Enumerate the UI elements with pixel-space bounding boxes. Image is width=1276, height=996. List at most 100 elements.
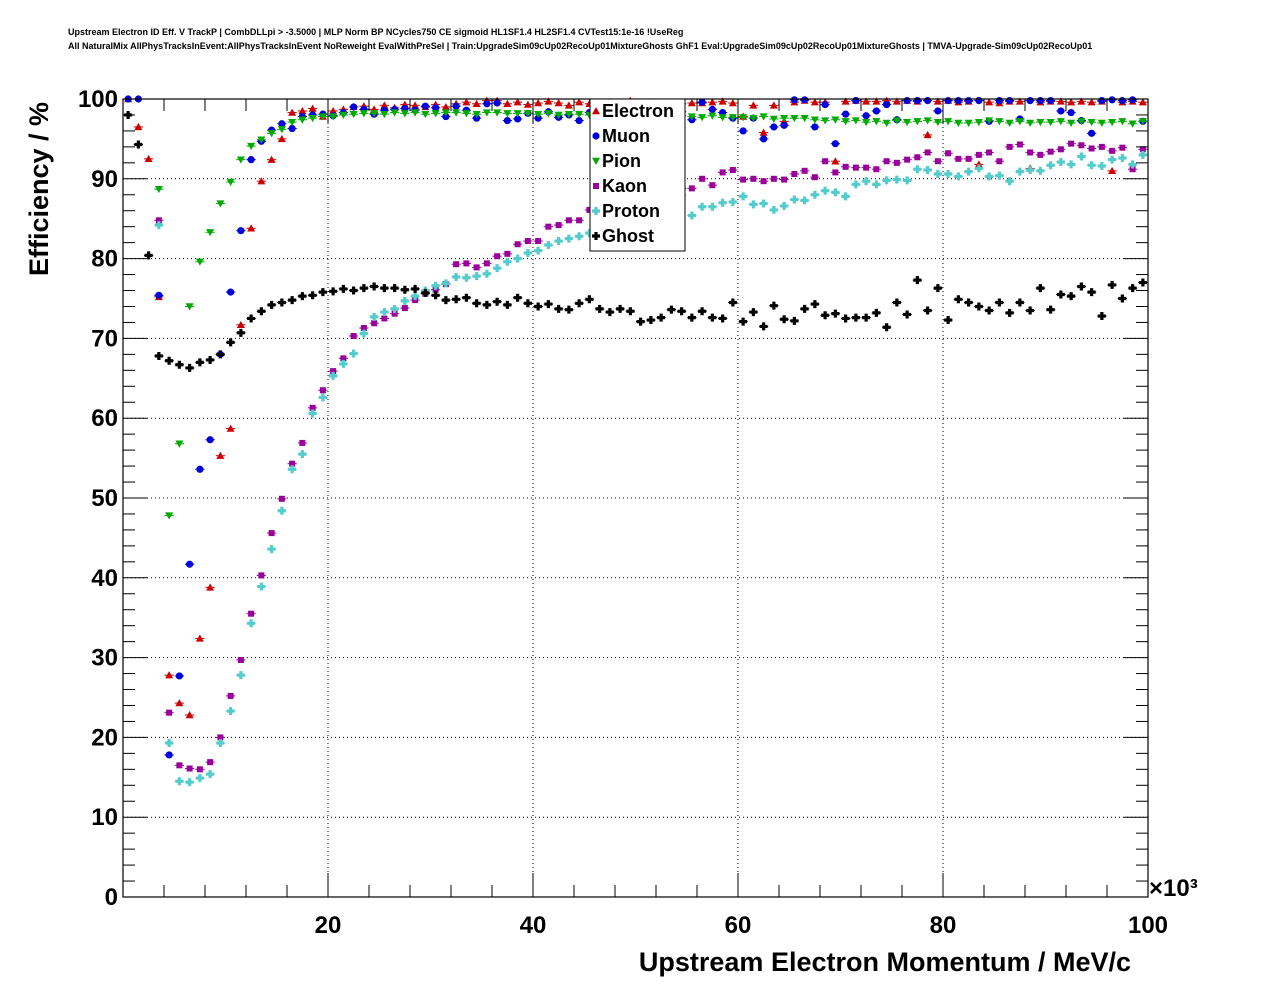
pion-point — [318, 113, 327, 121]
ghost-point — [503, 300, 512, 309]
electron-point — [195, 634, 204, 642]
ghost-point — [892, 298, 901, 307]
kaon-point — [791, 171, 798, 178]
pion-point — [698, 114, 707, 122]
muon-point — [883, 100, 891, 109]
proton-point — [298, 450, 307, 459]
pion-point — [1056, 118, 1065, 126]
ghost-point — [974, 302, 983, 311]
electron-point — [380, 101, 389, 109]
proton-point — [175, 777, 184, 786]
series-kaon — [154, 140, 1148, 773]
ghost-point — [1128, 284, 1137, 293]
pion-point — [329, 113, 338, 121]
pion-point — [564, 110, 573, 119]
pion-point — [452, 109, 461, 117]
proton-point — [523, 249, 532, 258]
proton-point — [923, 166, 932, 175]
proton-point — [493, 264, 502, 273]
pion-point — [1067, 119, 1076, 127]
ghost-point — [790, 316, 799, 325]
ghost-point — [441, 296, 450, 305]
ghost-point — [595, 304, 604, 313]
y-tick-label: 60 — [91, 405, 118, 432]
pion-point — [872, 118, 881, 126]
ghost-point — [821, 311, 830, 320]
kaon-point — [504, 250, 511, 257]
kaon-point — [965, 155, 972, 162]
kaon-point — [975, 151, 982, 158]
kaon-point — [770, 175, 777, 182]
electron-point — [277, 134, 286, 143]
muon-point — [862, 112, 870, 120]
pion-point — [739, 114, 748, 122]
ghost-point — [985, 306, 994, 315]
muon-point — [811, 123, 819, 131]
electron-point — [985, 98, 994, 106]
y-tick-label: 0 — [105, 884, 118, 911]
muon-point — [1098, 96, 1106, 105]
proton-point — [964, 167, 973, 176]
x-tick-label: 80 — [930, 912, 957, 939]
pion-point — [226, 178, 235, 186]
pion-point — [236, 156, 245, 164]
kaon-point — [319, 387, 326, 394]
legend-label-ghost: Ghost — [602, 226, 654, 246]
pion-point — [1108, 118, 1117, 127]
kaon-point — [822, 158, 829, 165]
proton-point — [1015, 167, 1024, 176]
kaon-point — [811, 174, 818, 181]
kaon-point — [545, 223, 552, 230]
proton-point — [226, 707, 235, 716]
proton-point — [841, 192, 850, 201]
y-tick-label: 20 — [91, 724, 118, 751]
ghost-point — [841, 314, 850, 323]
pion-point — [308, 114, 317, 123]
muon-point — [1047, 96, 1055, 105]
ghost-point — [646, 316, 655, 325]
kaon-point — [1129, 166, 1136, 173]
electron-point — [1087, 98, 1096, 106]
electron-point — [523, 100, 532, 108]
pion-point — [1087, 118, 1096, 127]
legend-box — [589, 98, 686, 252]
electron-point — [411, 101, 420, 109]
kaon-point — [565, 217, 572, 224]
proton-point — [831, 188, 840, 197]
kaon-point — [463, 260, 470, 267]
muon-point — [278, 120, 286, 128]
ghost-point — [380, 284, 389, 293]
kaon-point — [401, 305, 408, 312]
muon-point — [842, 110, 850, 118]
pion-point — [267, 130, 276, 138]
pion-point — [247, 142, 256, 151]
proton-point — [154, 221, 163, 230]
legend-marker-pion — [592, 157, 600, 165]
ghost-point — [1118, 294, 1127, 303]
electron-point — [974, 160, 983, 168]
ghost-point — [154, 351, 163, 360]
y-tick-label: 30 — [91, 645, 118, 672]
y-axis-title: Efficiency / % — [24, 102, 54, 276]
proton-point — [339, 359, 348, 368]
ghost-point — [277, 298, 286, 307]
electron-point — [267, 155, 276, 163]
ghost-point — [472, 299, 481, 308]
muon-point — [206, 436, 214, 444]
y-tick-label: 40 — [91, 565, 118, 592]
ghost-point — [687, 313, 696, 322]
ghost-point — [933, 284, 942, 293]
electron-point — [1067, 98, 1076, 106]
ghost-point — [359, 284, 368, 293]
electron-point — [534, 98, 543, 107]
ghost-point — [872, 308, 881, 317]
x-tick-label: 40 — [520, 912, 547, 939]
muon-point — [831, 140, 839, 148]
proton-point — [1067, 160, 1076, 169]
header-title-line-1: Upstream Electron ID Eff. V TrackP | Com… — [68, 27, 684, 37]
proton-point — [318, 393, 327, 402]
kaon-point — [514, 241, 521, 248]
kaon-point — [883, 158, 890, 165]
muon-point — [503, 116, 511, 125]
electron-point — [872, 97, 881, 105]
